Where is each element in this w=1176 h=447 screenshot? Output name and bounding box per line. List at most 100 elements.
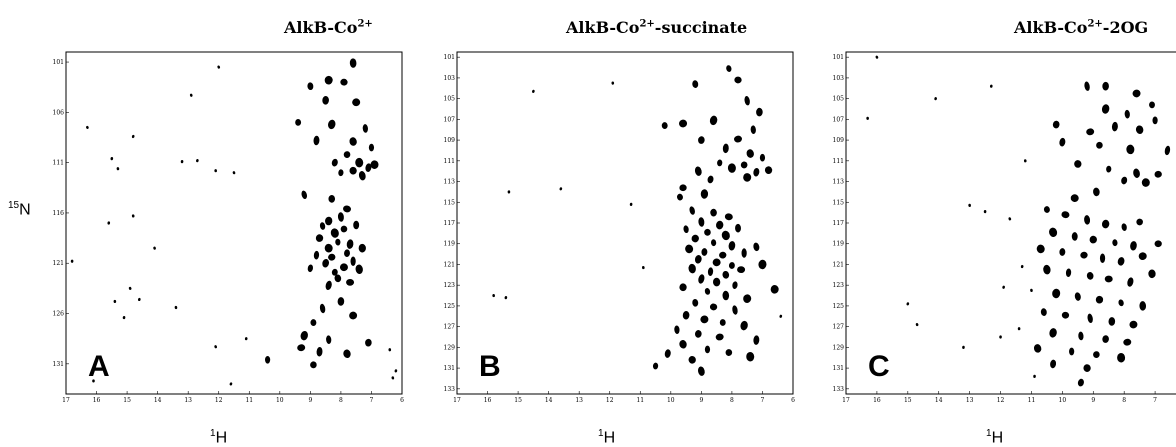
nmr-peak bbox=[339, 263, 348, 272]
nmr-peak bbox=[743, 173, 752, 182]
nmr-peak bbox=[365, 163, 372, 172]
y-tick-label: 116 bbox=[53, 210, 65, 217]
nmr-peak bbox=[328, 195, 336, 203]
nmr-peak bbox=[1087, 313, 1093, 324]
nmr-peak bbox=[307, 82, 314, 91]
y-tick-label: 113 bbox=[444, 179, 456, 186]
nmr-peak bbox=[1050, 359, 1057, 369]
nmr-peak bbox=[694, 330, 702, 338]
nmr-peak bbox=[717, 159, 723, 167]
nmr-peak bbox=[999, 335, 1002, 339]
nmr-peak bbox=[728, 241, 736, 251]
nmr-peak bbox=[692, 298, 699, 307]
y-tick-label: 111 bbox=[833, 158, 844, 165]
x-tick-label: 11 bbox=[636, 397, 644, 404]
nmr-peak bbox=[180, 160, 184, 164]
nmr-peak bbox=[679, 119, 688, 128]
nmr-peak bbox=[349, 166, 357, 175]
nmr-peak bbox=[1148, 269, 1156, 279]
nmr-peak bbox=[322, 258, 329, 268]
nmr-peak bbox=[1141, 178, 1150, 187]
nmr-peak bbox=[362, 124, 368, 133]
nmr-peak bbox=[335, 238, 341, 246]
nmr-peak bbox=[326, 335, 332, 344]
nmr-peak bbox=[229, 382, 233, 386]
nmr-peak bbox=[741, 248, 747, 258]
nmr-peak bbox=[394, 369, 398, 373]
nmr-peak bbox=[244, 337, 248, 341]
nmr-peak bbox=[753, 167, 760, 177]
y-tick-label: 123 bbox=[833, 282, 845, 289]
x-tick-label: 14 bbox=[154, 397, 162, 404]
x-tick-label: 6 bbox=[791, 397, 795, 404]
x-tick-label: 10 bbox=[1059, 397, 1067, 404]
x-axis-label-a: 1H bbox=[210, 428, 228, 447]
nmr-peak bbox=[1121, 223, 1127, 231]
nmr-peak bbox=[365, 338, 372, 347]
nmr-peak bbox=[709, 303, 718, 311]
nmr-peak bbox=[1061, 311, 1070, 319]
x-tick-label: 15 bbox=[514, 397, 522, 404]
nmr-peak bbox=[682, 310, 690, 320]
nmr-peak bbox=[704, 345, 711, 354]
panel-label-a: A bbox=[88, 350, 110, 383]
nmr-peak bbox=[740, 320, 748, 331]
y-tick-label: 127 bbox=[444, 324, 456, 331]
nmr-peak bbox=[1101, 104, 1110, 114]
nmr-peak bbox=[1020, 264, 1024, 269]
nmr-peak bbox=[1135, 125, 1144, 134]
nmr-peak bbox=[722, 270, 730, 279]
nmr-peak bbox=[214, 345, 217, 349]
y-tick-label: 115 bbox=[444, 199, 456, 206]
x-tick-label: 12 bbox=[606, 397, 614, 404]
nmr-peak bbox=[1008, 217, 1012, 221]
nmr-peak bbox=[743, 294, 752, 303]
nmr-peak bbox=[331, 268, 338, 276]
x-tick-label: 11 bbox=[245, 397, 253, 404]
nmr-peak bbox=[532, 89, 535, 93]
nmr-peak bbox=[1033, 374, 1036, 378]
nmr-peak bbox=[707, 267, 714, 276]
nmr-peak bbox=[343, 349, 351, 359]
nmr-peak bbox=[734, 76, 742, 84]
nmr-peak bbox=[324, 75, 333, 85]
nmr-peak bbox=[1071, 232, 1078, 241]
y-tick-label: 109 bbox=[833, 137, 845, 144]
y-axis-label: 15N bbox=[8, 200, 31, 219]
nmr-peak bbox=[685, 244, 694, 254]
nmr-peak bbox=[688, 263, 696, 274]
nmr-peak bbox=[346, 278, 355, 286]
y-tick-label: 119 bbox=[833, 241, 845, 248]
y-tick-label: 107 bbox=[444, 116, 456, 123]
y-tick-label: 103 bbox=[833, 75, 845, 82]
nmr-peak bbox=[1126, 144, 1135, 155]
nmr-peak bbox=[316, 347, 323, 357]
nmr-peak bbox=[334, 274, 342, 283]
x-tick-label: 12 bbox=[997, 397, 1005, 404]
nmr-peak bbox=[1089, 235, 1097, 244]
nmr-peak bbox=[716, 220, 724, 230]
x-tick-label: 16 bbox=[484, 397, 492, 404]
nmr-peak bbox=[331, 158, 338, 167]
nmr-peak bbox=[704, 228, 711, 236]
plot-frame-c bbox=[845, 51, 1176, 395]
nmr-peak bbox=[724, 213, 733, 221]
nmr-peak bbox=[1111, 121, 1118, 132]
nmr-peak bbox=[352, 98, 361, 107]
spectrum-a: 101 106 111 116 121 126 131 17 16 15 14 13 12 11 10 9 8 7… bbox=[53, 51, 404, 404]
nmr-peak bbox=[324, 243, 333, 253]
nmr-peak bbox=[1059, 137, 1066, 147]
y-tick-label: 117 bbox=[833, 220, 845, 227]
nmr-peak bbox=[698, 136, 705, 144]
nmr-peak bbox=[664, 349, 671, 358]
nmr-peak bbox=[1043, 206, 1050, 213]
nmr-peak bbox=[297, 344, 306, 352]
nmr-peak bbox=[328, 119, 336, 130]
y-tick-label: 121 bbox=[53, 260, 64, 267]
nmr-peak bbox=[1124, 109, 1130, 119]
nmr-peak bbox=[340, 78, 348, 86]
x-tick-label: 16 bbox=[873, 397, 881, 404]
nmr-peak bbox=[744, 96, 750, 106]
nmr-peak bbox=[698, 274, 705, 284]
nmr-peak bbox=[214, 169, 217, 173]
